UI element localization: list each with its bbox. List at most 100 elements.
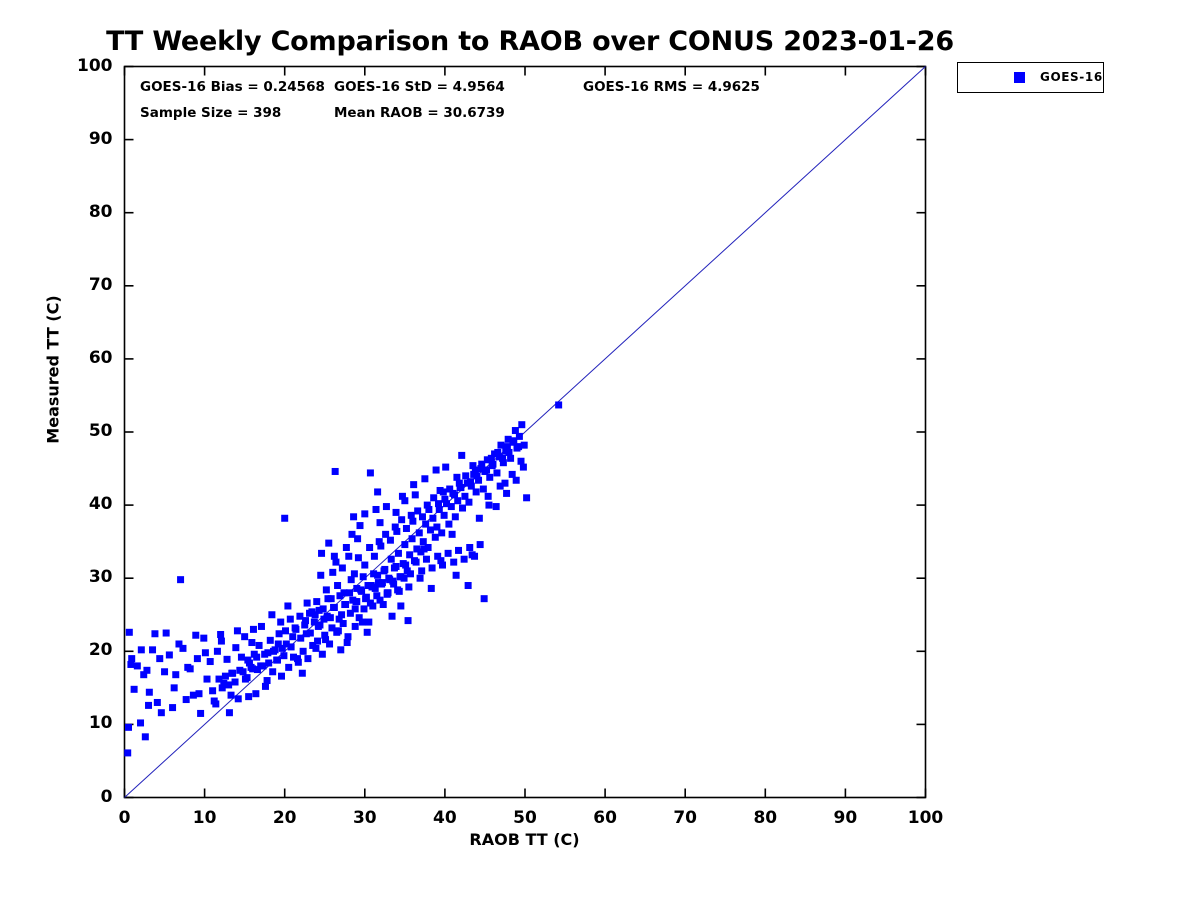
y-tick-label: 20 bbox=[88, 640, 113, 661]
data-point bbox=[422, 555, 430, 563]
data-point bbox=[350, 513, 358, 521]
data-point bbox=[480, 595, 488, 603]
y-tick-label: 90 bbox=[88, 128, 113, 149]
data-point bbox=[462, 472, 470, 480]
data-point bbox=[124, 749, 132, 757]
data-point bbox=[443, 500, 451, 508]
data-point bbox=[291, 624, 299, 632]
data-point bbox=[162, 629, 170, 637]
data-point bbox=[364, 582, 372, 590]
data-point bbox=[376, 519, 384, 527]
data-point bbox=[310, 618, 318, 626]
data-point bbox=[227, 691, 235, 699]
data-point bbox=[493, 469, 501, 477]
data-point bbox=[390, 564, 398, 572]
data-point bbox=[125, 628, 133, 636]
data-point bbox=[507, 454, 515, 462]
data-point bbox=[359, 573, 367, 581]
data-point bbox=[373, 592, 381, 600]
data-point bbox=[269, 647, 277, 655]
data-point bbox=[363, 628, 371, 636]
data-point bbox=[515, 443, 523, 451]
data-point bbox=[517, 457, 525, 465]
data-point bbox=[193, 655, 201, 663]
data-point bbox=[145, 688, 153, 696]
data-point bbox=[143, 666, 151, 674]
y-tick-label: 80 bbox=[88, 201, 113, 222]
data-point bbox=[350, 570, 358, 578]
data-point bbox=[209, 687, 217, 695]
data-point bbox=[361, 561, 369, 569]
data-point bbox=[431, 533, 439, 541]
data-point bbox=[336, 592, 344, 600]
data-point bbox=[141, 733, 149, 741]
data-point bbox=[351, 605, 359, 613]
data-point bbox=[322, 586, 330, 594]
data-point bbox=[237, 653, 245, 661]
data-point bbox=[223, 655, 231, 663]
data-point bbox=[314, 637, 322, 645]
data-point bbox=[436, 486, 444, 494]
data-point bbox=[339, 620, 347, 628]
data-point bbox=[278, 644, 286, 652]
x-tick-label: 100 bbox=[907, 807, 944, 828]
data-point bbox=[401, 497, 409, 505]
data-point bbox=[225, 709, 233, 717]
data-point bbox=[406, 551, 414, 559]
data-point bbox=[497, 441, 505, 449]
data-point bbox=[318, 549, 326, 557]
data-point bbox=[501, 479, 509, 487]
data-point bbox=[157, 709, 165, 717]
data-point bbox=[151, 630, 159, 638]
stat-sample-size: Sample Size = 398 bbox=[140, 105, 282, 121]
data-point bbox=[382, 530, 390, 538]
data-point bbox=[445, 520, 453, 528]
data-point bbox=[284, 602, 292, 610]
data-point bbox=[287, 643, 295, 651]
data-point bbox=[424, 543, 432, 551]
data-point bbox=[370, 570, 378, 578]
data-point bbox=[355, 614, 363, 622]
data-point bbox=[303, 599, 311, 607]
data-point bbox=[366, 469, 374, 477]
data-point bbox=[388, 612, 396, 620]
data-point bbox=[395, 587, 403, 595]
data-point bbox=[326, 640, 334, 648]
data-point bbox=[346, 609, 354, 617]
data-point bbox=[411, 491, 419, 499]
data-point bbox=[484, 492, 492, 500]
data-point bbox=[247, 663, 255, 671]
data-point bbox=[515, 432, 523, 440]
data-point bbox=[133, 662, 141, 670]
data-point bbox=[314, 622, 322, 630]
data-point bbox=[274, 640, 282, 648]
data-point bbox=[407, 511, 415, 519]
data-point bbox=[483, 466, 491, 474]
data-point bbox=[472, 488, 480, 496]
one-to-one-reference-line bbox=[124, 66, 926, 798]
data-point bbox=[313, 598, 321, 606]
data-point bbox=[503, 443, 511, 451]
data-point bbox=[218, 684, 226, 692]
data-point bbox=[249, 625, 257, 633]
data-point bbox=[368, 583, 376, 591]
data-point bbox=[444, 549, 452, 557]
data-point bbox=[394, 549, 402, 557]
data-point bbox=[485, 501, 493, 509]
data-point bbox=[467, 482, 475, 490]
data-point bbox=[478, 460, 486, 468]
data-point bbox=[306, 609, 314, 617]
data-point bbox=[489, 460, 497, 468]
data-point bbox=[335, 615, 343, 623]
data-point bbox=[408, 535, 416, 543]
data-point bbox=[338, 564, 346, 572]
data-point bbox=[255, 641, 263, 649]
data-point bbox=[398, 492, 406, 500]
data-point bbox=[195, 690, 203, 698]
data-point bbox=[248, 639, 256, 647]
data-point bbox=[330, 552, 338, 560]
data-point bbox=[370, 552, 378, 560]
data-point bbox=[352, 598, 360, 606]
data-point bbox=[319, 605, 327, 613]
y-tick-label: 30 bbox=[88, 567, 113, 588]
